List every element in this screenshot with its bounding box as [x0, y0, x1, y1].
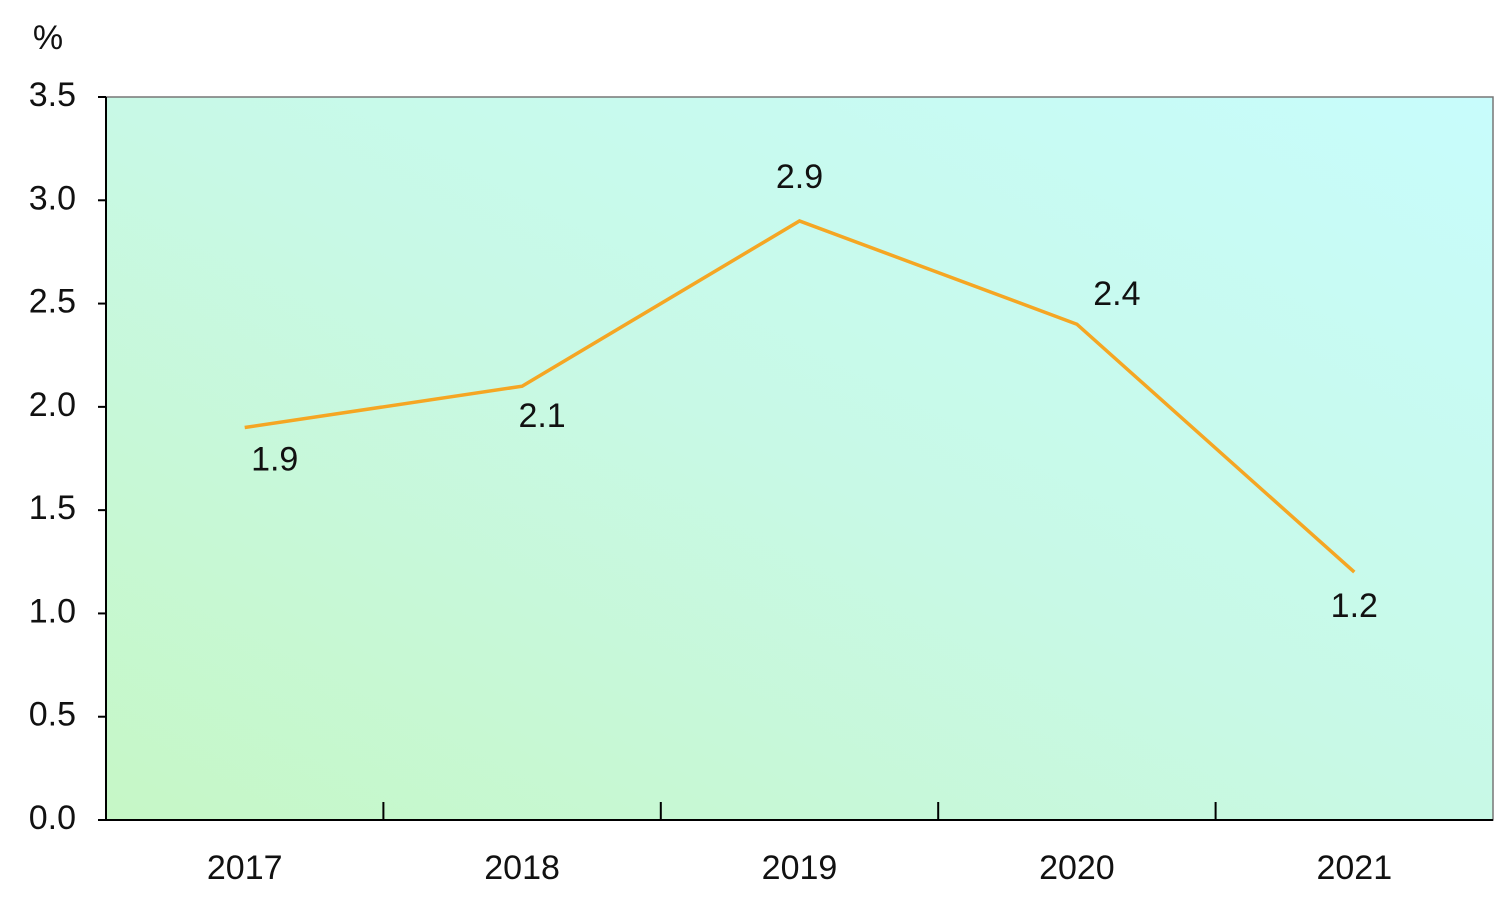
- y-tick-label: 1.5: [29, 489, 76, 527]
- y-tick-label: 3.0: [29, 179, 76, 217]
- y-axis-title: %: [33, 19, 63, 57]
- data-label: 2.4: [1093, 275, 1140, 313]
- y-tick-label: 0.0: [29, 799, 76, 837]
- data-label: 1.9: [251, 440, 298, 478]
- data-label: 1.2: [1331, 587, 1378, 625]
- data-label: 2.1: [518, 397, 565, 435]
- y-tick-label: 2.0: [29, 386, 76, 424]
- x-tick-label: 2020: [1039, 849, 1115, 887]
- y-tick-label: 0.5: [29, 696, 76, 734]
- y-tick-label: 3.5: [29, 76, 76, 114]
- line: [244, 219, 1356, 574]
- plot-area: [105, 96, 1494, 821]
- y-tick-label: 1.0: [29, 592, 76, 630]
- x-tick-label: 2017: [207, 849, 283, 887]
- x-tick-label: 2018: [484, 849, 560, 887]
- x-tick-label: 2019: [762, 849, 838, 887]
- data-label: 2.9: [776, 158, 823, 196]
- x-tick-label: 2021: [1316, 849, 1392, 887]
- y-tick-label: 2.5: [29, 283, 76, 321]
